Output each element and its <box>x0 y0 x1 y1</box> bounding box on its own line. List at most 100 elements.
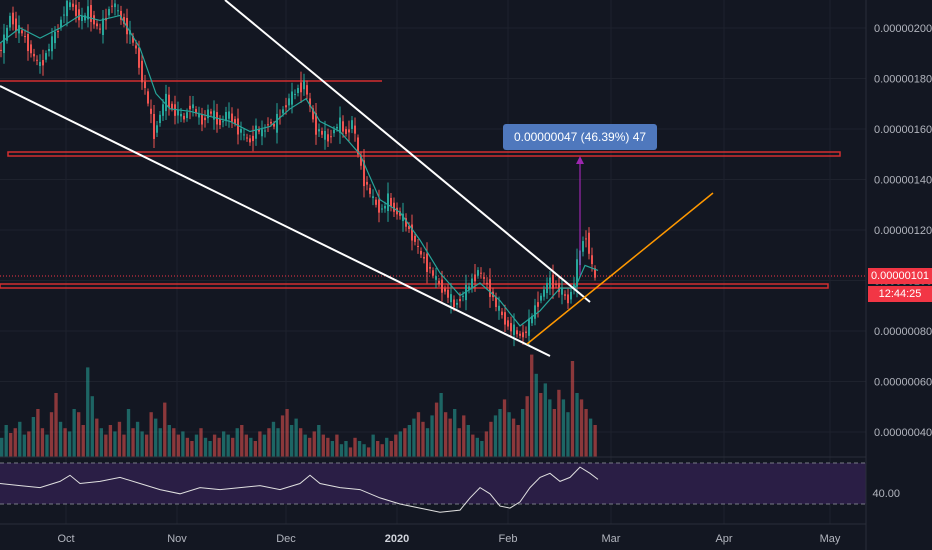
time-axis[interactable]: Oct Nov Dec 2020 Feb Mar Apr May <box>57 533 840 545</box>
candle-body <box>333 129 335 134</box>
candle-body <box>39 61 41 67</box>
candle-body <box>345 129 347 134</box>
volume-bar <box>493 415 498 457</box>
volume-bar <box>54 393 58 457</box>
candle-body <box>327 134 329 142</box>
candle-body <box>393 202 395 212</box>
candle-body <box>264 130 266 132</box>
candle-body <box>438 280 440 284</box>
volume-bar <box>49 412 54 457</box>
candle-body <box>543 289 545 297</box>
candle-body <box>585 238 587 240</box>
candle-body <box>384 206 386 209</box>
candle-body <box>549 277 551 289</box>
candle-body <box>321 130 323 135</box>
volume-bar <box>194 434 199 457</box>
candle-body <box>207 109 209 119</box>
price-axis[interactable]: 0.00000200 0.00000180 0.00000160 0.00000140… <box>874 23 932 439</box>
candle-body <box>36 59 38 61</box>
volume-bar <box>462 415 466 457</box>
support-band-lower[interactable] <box>0 283 829 289</box>
candle-body <box>144 81 146 88</box>
price-candles <box>0 0 596 347</box>
volume-bar <box>425 428 430 457</box>
volume-bar <box>317 425 321 457</box>
candle-body <box>45 53 47 60</box>
candle-body <box>318 129 320 132</box>
volume-bar <box>81 425 85 457</box>
wedge-upper-trendline[interactable] <box>224 0 591 303</box>
volume-bar <box>330 441 335 457</box>
candle-body <box>504 312 506 325</box>
volume-bar <box>466 425 470 457</box>
volume-bar <box>448 418 452 457</box>
volume-bar <box>9 433 13 457</box>
candle-body <box>411 224 413 241</box>
volume-bar <box>584 409 588 457</box>
volume-bar <box>122 434 126 457</box>
candle-body <box>426 253 428 272</box>
volume-bar <box>72 409 76 457</box>
volume-bar <box>149 412 153 457</box>
measure-arrow-head-icon <box>576 156 584 164</box>
volume-bar <box>394 434 398 457</box>
volume-bar <box>366 447 371 457</box>
candle-body <box>87 6 89 20</box>
candle-body <box>285 105 287 108</box>
candle-body <box>132 36 134 43</box>
candle-body <box>30 44 32 54</box>
volume-bar <box>439 393 443 457</box>
volume-bar <box>588 418 593 457</box>
time-tick-label: May <box>820 533 841 545</box>
volume-bar <box>99 428 103 457</box>
wedge-lower-trendline[interactable] <box>0 85 551 357</box>
candle-body <box>459 298 461 302</box>
candle-body <box>243 134 245 136</box>
candle-body <box>93 15 95 25</box>
volume-bar <box>516 425 520 457</box>
candle-body <box>420 250 422 255</box>
volume-bar <box>348 447 353 457</box>
candle-body <box>390 197 392 207</box>
volume-bar <box>344 441 348 457</box>
volume-bar <box>557 389 561 457</box>
candle-body <box>210 111 212 114</box>
candle-body <box>501 311 503 316</box>
candle-body <box>84 15 86 21</box>
candle-body <box>453 299 455 307</box>
volume-bar <box>525 396 529 457</box>
volume-bar <box>104 434 108 457</box>
candle-body <box>594 268 596 278</box>
candle-body <box>258 128 260 132</box>
candle-body <box>351 120 353 129</box>
candle-body <box>525 331 527 333</box>
volume-bar <box>249 437 253 457</box>
candle-body <box>27 33 29 52</box>
volume-bar <box>484 431 489 457</box>
candle-body <box>222 121 224 123</box>
volume-bar <box>244 434 248 457</box>
candle-body <box>564 294 566 296</box>
candle-body <box>153 114 155 139</box>
volume-bar <box>126 409 131 457</box>
candle-body <box>540 295 542 301</box>
volume-bar <box>548 399 552 457</box>
candle-body <box>99 28 101 30</box>
volume-bar <box>58 421 63 457</box>
candle-body <box>141 60 143 83</box>
volume-bar <box>412 418 416 457</box>
candle-body <box>102 18 104 36</box>
candle-body <box>357 137 359 155</box>
volume-bar <box>208 441 212 457</box>
volume-bar <box>199 428 203 457</box>
breakout-trendline[interactable] <box>526 192 714 345</box>
volume-bar <box>480 441 484 457</box>
volume-bar <box>376 441 380 457</box>
candle-body <box>48 49 50 52</box>
volume-bar <box>357 441 362 457</box>
resistance-band-middle[interactable] <box>7 151 841 157</box>
candle-body <box>60 19 62 28</box>
candle-body <box>468 286 470 290</box>
volume-bar <box>95 418 99 457</box>
